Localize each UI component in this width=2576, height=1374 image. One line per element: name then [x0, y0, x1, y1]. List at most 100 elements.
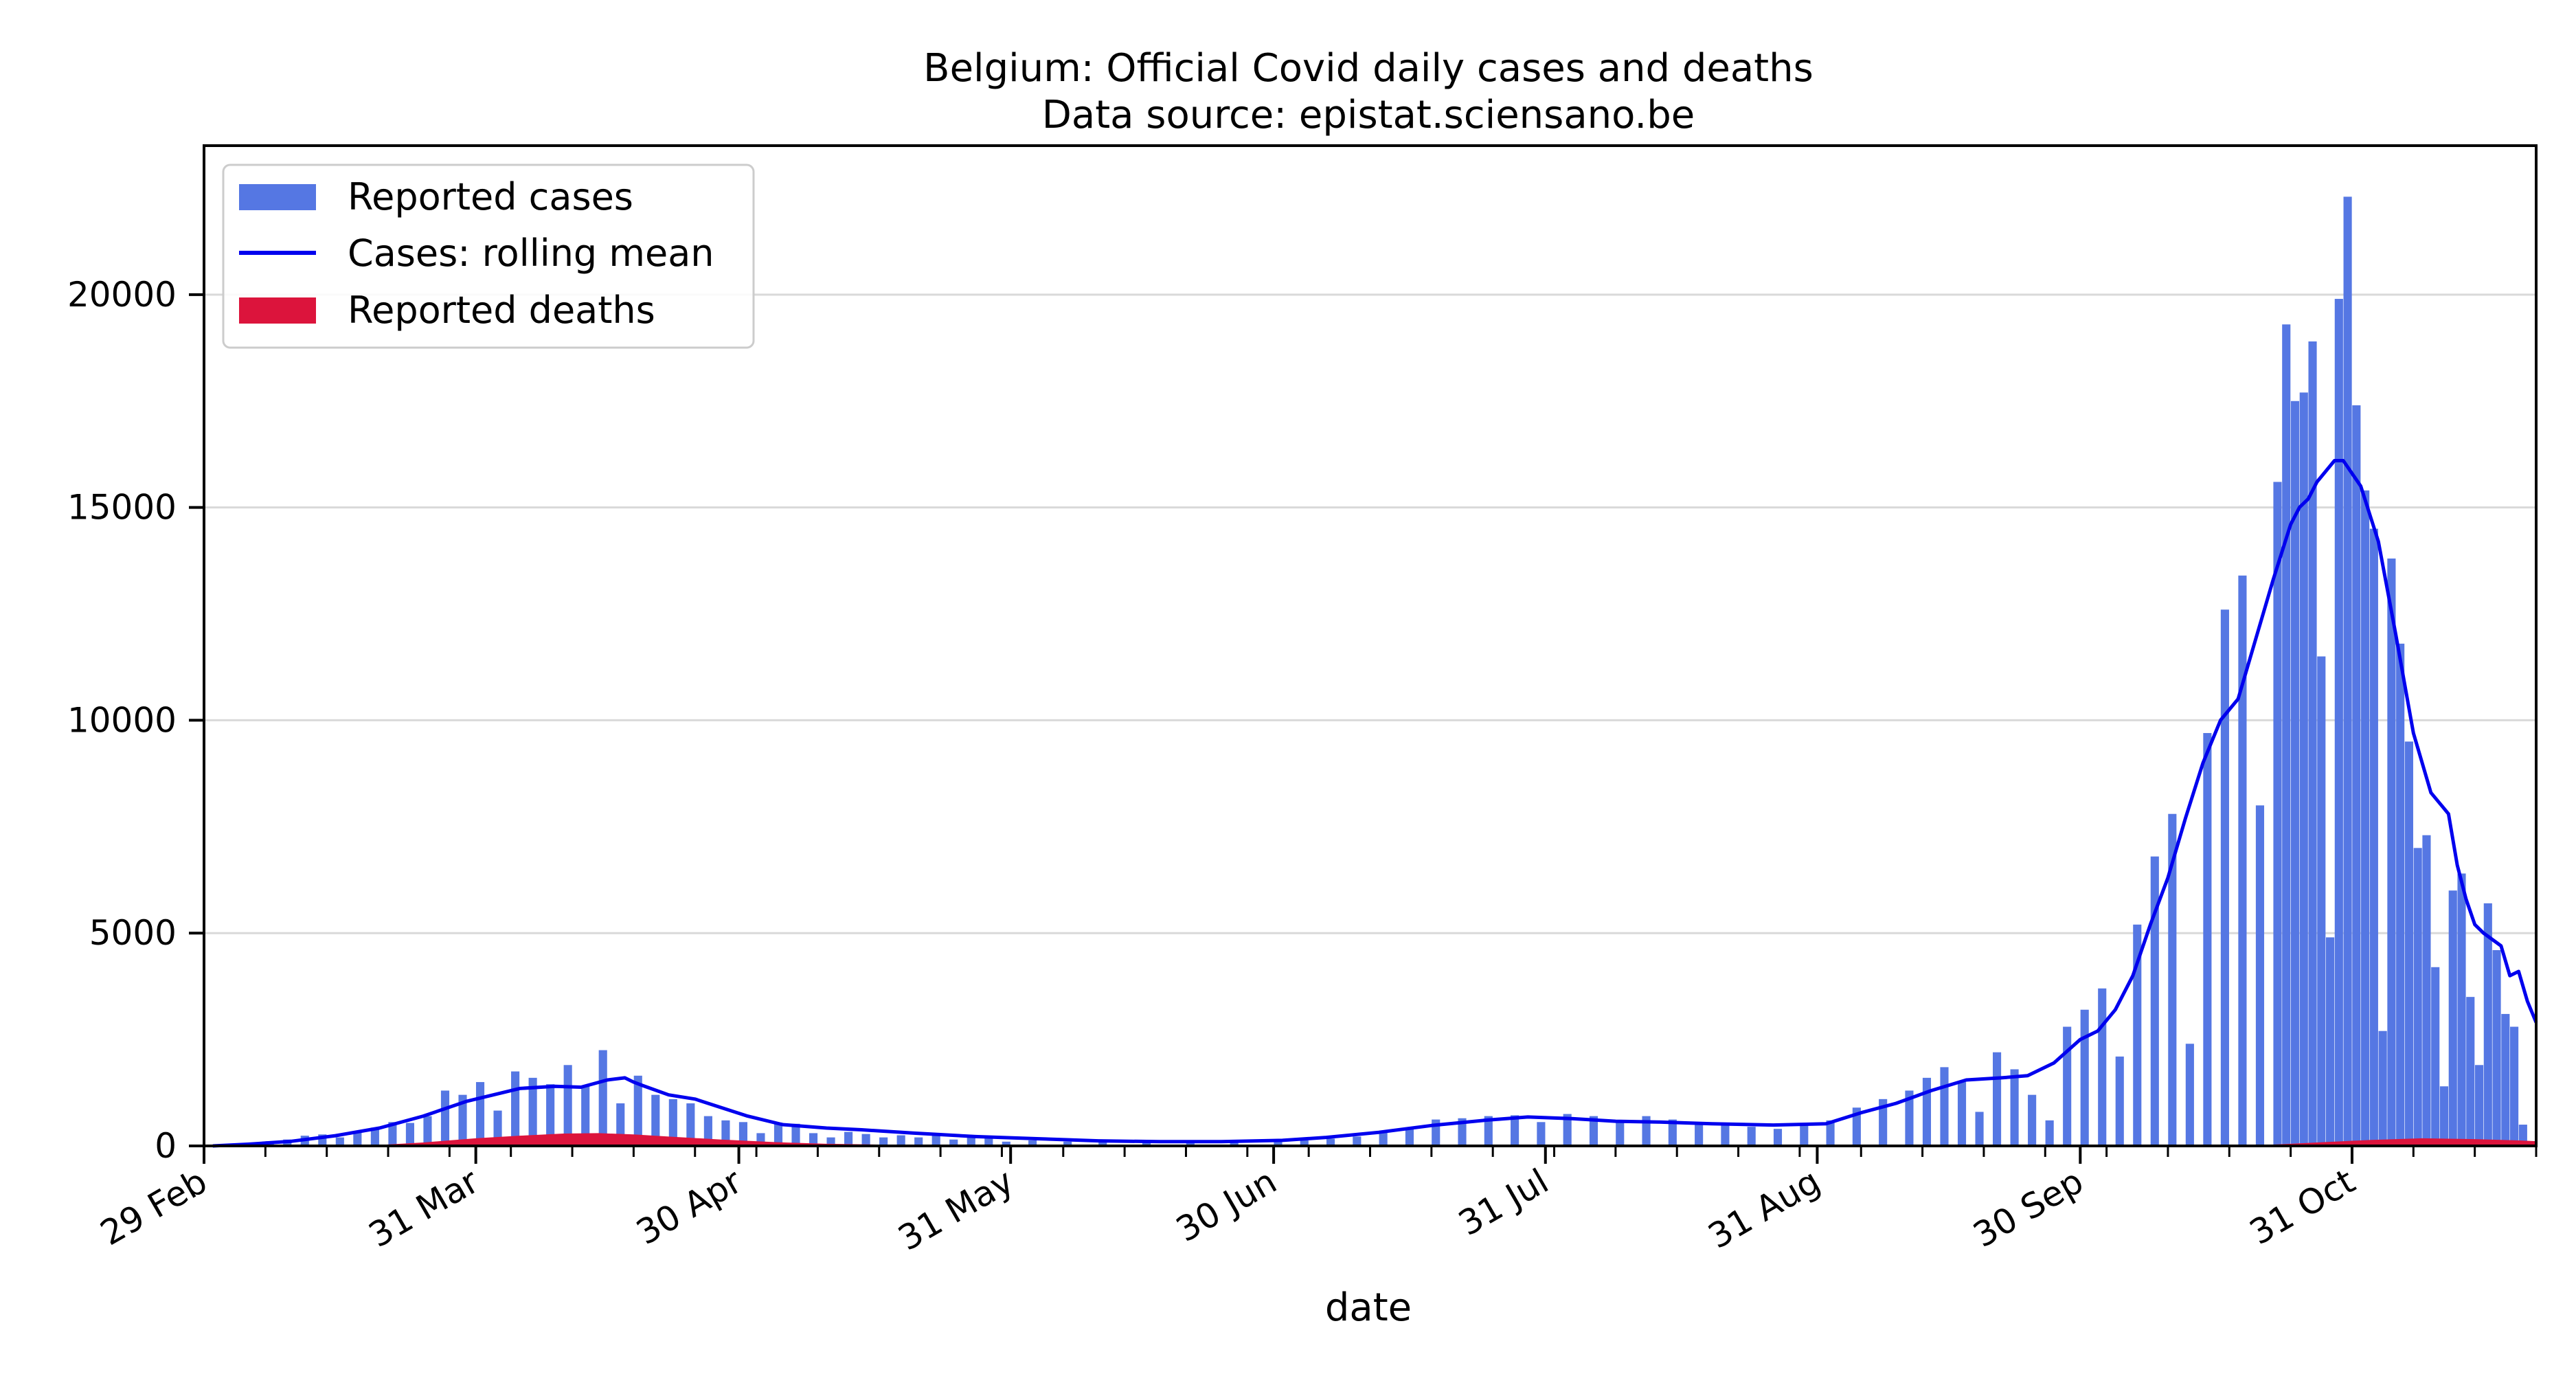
bar: [896, 1135, 905, 1146]
bar: [651, 1094, 660, 1146]
bar: [1879, 1099, 1888, 1146]
bar: [475, 1082, 485, 1146]
x-tick-label: 31 May: [892, 1161, 1020, 1259]
bar: [1353, 1136, 1362, 1146]
bar: [826, 1137, 835, 1146]
bar: [2431, 967, 2440, 1146]
bar: [2404, 741, 2413, 1146]
x-tick-label: 31 Jul: [1452, 1161, 1555, 1243]
rolling-mean-path: [212, 459, 2538, 1148]
bar: [353, 1131, 362, 1146]
legend: Reported cases Cases: rolling mean Repor…: [222, 164, 755, 349]
bar: [1773, 1129, 1783, 1146]
bar: [1668, 1119, 1677, 1146]
bar: [335, 1137, 344, 1146]
bar: [1905, 1090, 1914, 1146]
y-tick-label: 20000: [67, 275, 177, 315]
chart-title: Belgium: Official Covid daily cases and …: [923, 46, 1814, 91]
bar: [528, 1077, 537, 1146]
bar: [1616, 1120, 1625, 1146]
bar: [2290, 401, 2300, 1147]
y-axis: 0 5000 10000 15000 20000: [67, 275, 204, 1166]
bar: [1002, 1141, 1010, 1146]
bar: [2483, 903, 2492, 1146]
x-tick-label: 31 Mar: [362, 1161, 486, 1255]
x-axis-label: date: [1325, 1285, 1412, 1330]
bar: [2028, 1094, 2037, 1146]
bar: [1975, 1112, 1984, 1146]
bar: [2413, 848, 2422, 1146]
bar: [2299, 392, 2308, 1146]
y-tick-label: 15000: [67, 488, 177, 528]
bar: [738, 1122, 747, 1146]
bar: [1537, 1122, 1546, 1146]
bar: [1695, 1123, 1704, 1146]
bar: [1300, 1140, 1309, 1146]
bar: [2361, 490, 2370, 1146]
bar: [931, 1134, 940, 1146]
bar: [458, 1094, 467, 1146]
bar: [2317, 656, 2326, 1146]
bar: [2448, 890, 2457, 1146]
bar: [1852, 1107, 1861, 1146]
bar: [2045, 1120, 2054, 1146]
bar: [1186, 1142, 1195, 1146]
bar: [2282, 324, 2291, 1146]
bar: [1511, 1115, 1519, 1146]
bar: [423, 1116, 432, 1146]
bar: [1458, 1118, 1467, 1146]
bar: [1563, 1114, 1572, 1146]
bar: [1721, 1125, 1730, 1146]
bar: [2466, 997, 2475, 1146]
bar: [1142, 1142, 1151, 1146]
chart-subtitle: Data source: epistat.sciensano.be: [1042, 93, 1695, 137]
bar: [1405, 1128, 1414, 1146]
x-tick-label: 30 Jun: [1170, 1161, 1284, 1250]
y-tick-label: 10000: [67, 700, 177, 740]
bar: [949, 1139, 958, 1146]
legend-label-rolling: Cases: rolling mean: [348, 232, 714, 275]
bar: [668, 1099, 677, 1146]
bar: [686, 1103, 695, 1146]
bar: [2457, 873, 2466, 1146]
bar: [2396, 643, 2405, 1146]
bar: [1274, 1141, 1283, 1146]
bar: [1098, 1142, 1107, 1146]
bar: [2273, 482, 2282, 1146]
x-axis: 29 Feb 31 Mar 30 Apr 31 May 30 Jun 31 Jul 31 A…: [93, 1146, 2538, 1259]
bar: [546, 1084, 555, 1146]
bar: [2098, 988, 2107, 1146]
legend-label-cases: Reported cases: [348, 175, 633, 218]
bar: [2010, 1069, 2019, 1146]
bar: [2439, 1086, 2449, 1146]
bar: [2326, 937, 2335, 1146]
bar: [1326, 1138, 1335, 1146]
bar: [2501, 1013, 2510, 1146]
bar: [2115, 1056, 2124, 1146]
bar: [861, 1134, 870, 1146]
bar: [809, 1133, 818, 1146]
y-tick-label: 5000: [89, 913, 177, 953]
x-tick-label: 30 Sep: [1967, 1161, 2090, 1255]
bar: [2369, 528, 2378, 1146]
bar: [2238, 575, 2247, 1146]
bar: [2378, 1030, 2387, 1146]
bar: [1484, 1116, 1493, 1146]
x-tick-label: 31 Oct: [2243, 1161, 2362, 1252]
x-tick-label: 30 Apr: [630, 1161, 749, 1252]
bar: [2343, 196, 2352, 1147]
y-tick-label: 0: [155, 1126, 177, 1166]
bar: [879, 1137, 888, 1146]
bar: [2133, 924, 2142, 1146]
bar: [2308, 341, 2317, 1146]
bar: [2510, 1026, 2519, 1146]
bar: [703, 1116, 712, 1146]
bar: [2080, 1009, 2089, 1146]
bar: [405, 1123, 414, 1146]
gridlines: [204, 293, 2536, 934]
bar: [598, 1050, 607, 1146]
legend-frame: [222, 164, 755, 349]
cases-bars: [230, 196, 2527, 1147]
bar: [1922, 1077, 1932, 1146]
